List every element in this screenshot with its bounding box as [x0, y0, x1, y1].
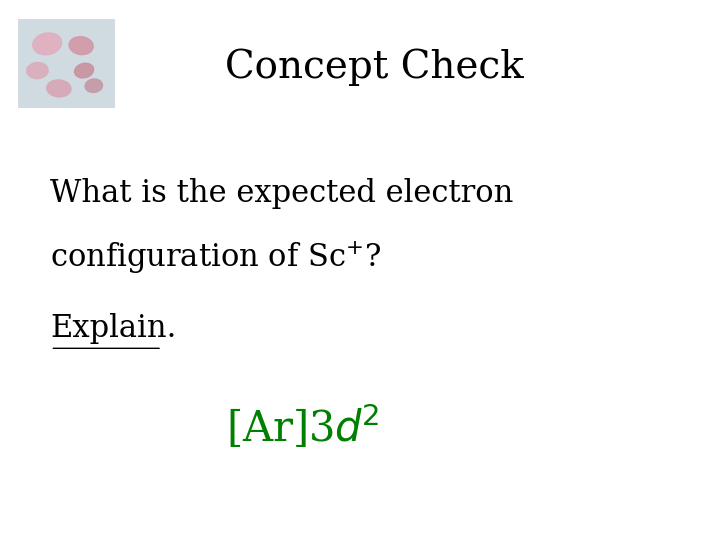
Ellipse shape: [69, 37, 94, 55]
Ellipse shape: [32, 33, 62, 55]
Text: configuration of Sc$^{+}$?: configuration of Sc$^{+}$?: [50, 240, 382, 276]
Text: Concept Check: Concept Check: [225, 49, 523, 86]
Ellipse shape: [47, 80, 71, 97]
Text: [Ar]3$\mathit{d}$$^{2}$: [Ar]3$\mathit{d}$$^{2}$: [225, 402, 379, 451]
Text: What is the expected electron: What is the expected electron: [50, 178, 514, 209]
Text: Explain.: Explain.: [50, 313, 177, 344]
Ellipse shape: [75, 63, 94, 78]
Ellipse shape: [85, 79, 102, 92]
Ellipse shape: [27, 63, 48, 79]
